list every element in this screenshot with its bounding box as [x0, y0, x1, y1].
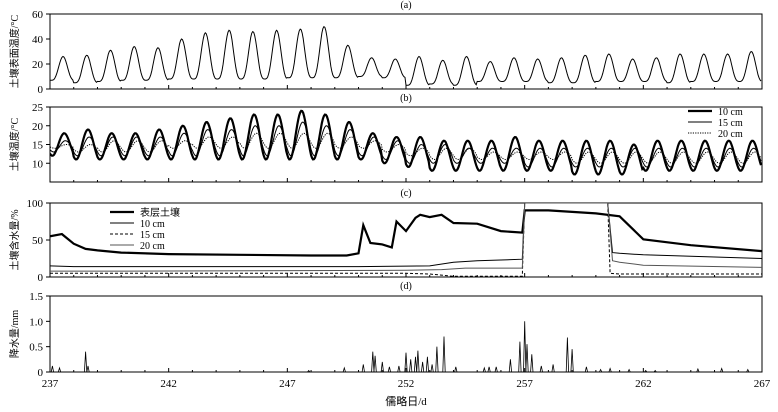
precip-bar [380, 361, 384, 373]
series-line-0 [50, 25, 762, 86]
precip-bar [627, 368, 631, 373]
y-tick-label: 40 [32, 34, 44, 46]
x-tick-label: 247 [279, 378, 296, 390]
legend-label: 20 cm [140, 241, 165, 252]
precip-bar [430, 364, 434, 373]
legend-label: 15 cm [718, 118, 743, 129]
x-tick-label: 257 [516, 378, 533, 390]
legend-label: 15 cm [140, 230, 165, 241]
series-line-15-cm [50, 203, 762, 277]
x-tick-label: 252 [398, 378, 415, 390]
precip-bar [525, 344, 529, 373]
series-line-20-cm [50, 132, 762, 164]
panel-d: (d) 0 0.5 1.0 1.5 降水量/mm 237 242 247 252 257 262 267… [8, 281, 771, 408]
y-axis-label: 土壤表面温度/°C [8, 14, 21, 88]
precip-bar [361, 364, 365, 373]
precip-bar [494, 366, 498, 373]
precip-bar [539, 365, 543, 373]
precip-bar [307, 369, 311, 373]
legend-label: 10 cm [140, 219, 165, 230]
precip-bar [570, 349, 574, 373]
precip-bar [746, 368, 750, 373]
precip-bar [425, 356, 429, 373]
legend-label: 20 cm [718, 129, 743, 140]
precip-bar [421, 361, 425, 373]
y-tick-label: 100 [27, 198, 44, 210]
panel-title: (d) [400, 281, 412, 292]
precip-bar [608, 367, 612, 373]
precip-bar [84, 351, 88, 373]
precip-bar [442, 336, 446, 373]
x-tick-label: 262 [635, 378, 652, 390]
precip-bar [342, 366, 346, 373]
y-tick-label: 20 [32, 121, 44, 133]
precip-bar [371, 351, 375, 373]
precip-bar [599, 368, 603, 373]
precip-bar [565, 337, 569, 373]
precip-bar [584, 366, 588, 373]
y-tick-label: 50 [32, 235, 44, 247]
panel-a: (a) 0 20 40 60 土壤表面温度/°C [8, 0, 763, 96]
panel-title: (c) [400, 188, 411, 199]
y-tick-label: 0.5 [29, 342, 43, 354]
x-axis-label: 儒略日/d [385, 394, 427, 408]
precip-bar [551, 364, 555, 373]
precip-bar [653, 369, 657, 373]
plot-frame [49, 13, 763, 90]
y-axis-label: 降水量/mm [8, 310, 21, 359]
y-tick-label: 20 [32, 59, 44, 71]
precip-bar [397, 365, 401, 373]
precip-bar [720, 367, 724, 373]
precip-bar [530, 354, 534, 373]
x-tick-label: 242 [160, 378, 177, 390]
y-tick-label: 60 [32, 9, 44, 21]
series-line-15-cm [50, 121, 762, 168]
y-axis-label: 土壤温度/°C [8, 117, 21, 171]
series-line-20-cm [50, 203, 762, 272]
precip-bar [50, 365, 54, 373]
precip-bar [523, 321, 527, 373]
series-line-10-cm [50, 109, 762, 176]
plot-frame [49, 295, 763, 373]
precip-bar [413, 356, 418, 373]
y-tick-label: 15 [32, 140, 44, 152]
y-tick-label: 0 [38, 367, 44, 379]
precip-bar [416, 350, 420, 373]
precip-bar [387, 366, 391, 373]
legend-label: 表层土壤 [140, 206, 180, 219]
precip-bar [86, 365, 90, 373]
precip-bar [435, 346, 439, 373]
precip-bar [644, 369, 648, 373]
y-tick-label: 0 [38, 84, 44, 96]
y-tick-label: 25 [32, 102, 44, 114]
precip-bar [518, 341, 522, 373]
precip-bar [454, 366, 458, 373]
precip-bar [508, 359, 512, 373]
y-tick-label: 1.5 [29, 291, 43, 303]
panel-title: (b) [400, 93, 412, 104]
y-tick-label: 0 [38, 272, 44, 284]
y-axis-label: 土壤含水量/% [8, 209, 21, 270]
precip-bar [404, 352, 408, 373]
x-tick-label: 267 [754, 378, 771, 390]
precip-bar [482, 366, 486, 373]
precip-bar [696, 367, 700, 373]
precip-bar [373, 355, 377, 373]
x-tick-label: 237 [42, 378, 59, 390]
y-tick-label: 1.0 [29, 316, 43, 328]
precip-bar [487, 366, 491, 373]
precip-bar [409, 359, 413, 373]
precip-bar [57, 366, 62, 373]
y-tick-label: 10 [32, 158, 44, 170]
legend-label: 10 cm [718, 107, 743, 118]
series-line-表层土壤 [50, 209, 762, 257]
panel-title: (a) [400, 0, 411, 11]
